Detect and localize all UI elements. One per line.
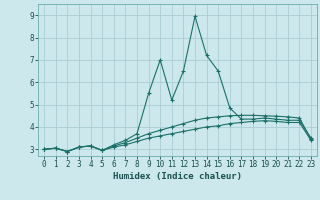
X-axis label: Humidex (Indice chaleur): Humidex (Indice chaleur) (113, 172, 242, 181)
